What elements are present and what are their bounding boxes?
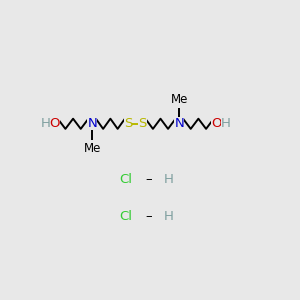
Text: H: H — [41, 117, 51, 130]
Text: S: S — [138, 117, 147, 130]
Text: H: H — [164, 173, 174, 186]
Text: O: O — [211, 117, 222, 130]
Text: –: – — [146, 173, 152, 186]
Text: N: N — [87, 117, 97, 130]
Text: Cl: Cl — [119, 210, 132, 223]
Text: H: H — [164, 210, 174, 223]
Text: –: – — [146, 210, 152, 223]
Text: N: N — [175, 117, 184, 130]
Text: S: S — [124, 117, 132, 130]
Text: H: H — [221, 117, 231, 130]
Text: Cl: Cl — [119, 173, 132, 186]
Text: O: O — [50, 117, 60, 130]
Text: Me: Me — [83, 142, 101, 154]
Text: Me: Me — [171, 93, 188, 106]
